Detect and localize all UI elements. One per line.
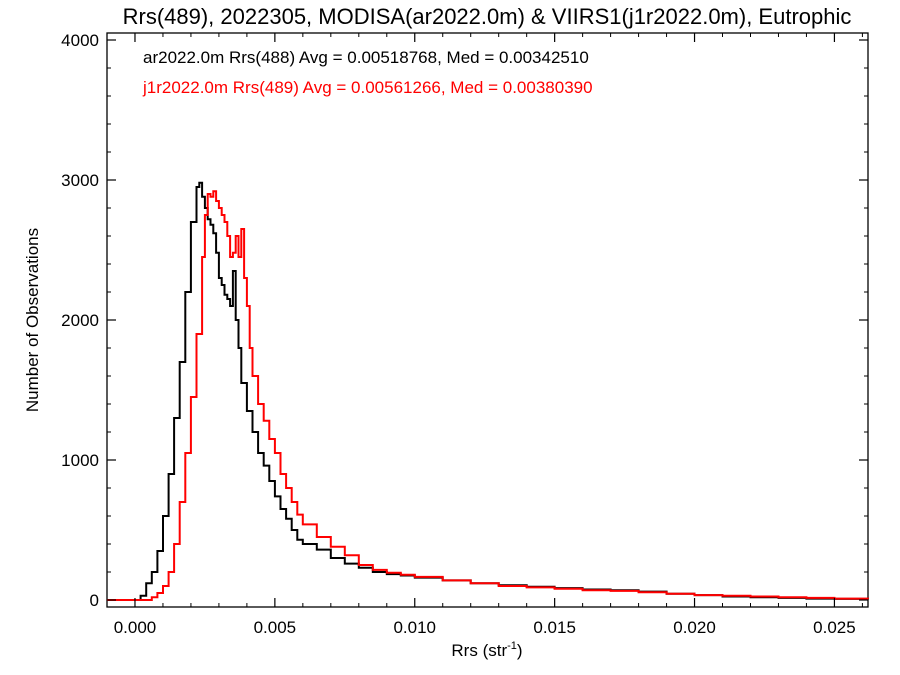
axis-ticks: 0.000 0.005 0.010 0.015 0.020 0.025 0 1000 2000 3… [61, 31, 868, 637]
plot-frame [106, 32, 869, 608]
legend: ar2022.0m Rrs(488) Avg = 0.00518768, Med… [142, 48, 593, 97]
x-axis-label-main: Rrs (str [451, 641, 507, 660]
y-tick-label: 3000 [61, 171, 99, 190]
x-tick-label: 0.025 [813, 618, 856, 637]
chart-title: Rrs(489), 2022305, MODISA(ar2022.0m) & V… [123, 4, 852, 29]
y-tick-label: 0 [90, 591, 99, 610]
y-tick-label: 1000 [61, 451, 99, 470]
plot-area: 0.000 0.005 0.010 0.015 0.020 0.025 0 1000 2000 3… [61, 31, 869, 637]
legend-entry-j1r2022: j1r2022.0m Rrs(489) Avg = 0.00561266, Me… [142, 78, 593, 97]
series-layer [107, 181, 869, 601]
x-axis-label: Rrs (str-1) [451, 640, 522, 660]
legend-entry-ar2022: ar2022.0m Rrs(488) Avg = 0.00518768, Med… [143, 48, 589, 67]
y-axis-label: Number of Observations [23, 228, 42, 412]
y-tick-label: 4000 [61, 31, 99, 50]
x-axis-label-close: ) [517, 641, 523, 660]
x-tick-label: 0.010 [393, 618, 436, 637]
x-axis-label-exponent: -1 [507, 640, 517, 652]
y-tick-label: 2000 [61, 311, 99, 330]
x-tick-label: 0.000 [114, 618, 157, 637]
x-tick-label: 0.005 [254, 618, 297, 637]
x-tick-label: 0.020 [673, 618, 716, 637]
series-line-j1r2022 [107, 190, 869, 601]
x-tick-label: 0.015 [533, 618, 576, 637]
series-line-ar2022 [107, 181, 869, 601]
